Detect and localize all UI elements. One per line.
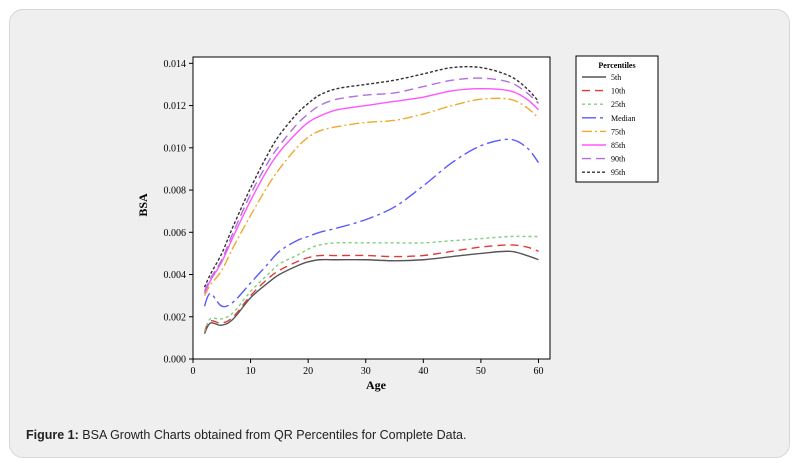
x-tick-label: 0: [191, 366, 196, 377]
legend-label: 5th: [611, 73, 621, 82]
x-axis: 0 10 20 30 40 50 60: [191, 359, 543, 377]
caption-text: BSA Growth Charts obtained from QR Perce…: [78, 428, 467, 442]
x-tick-label: 20: [303, 366, 313, 377]
legend: Percentiles 5th 10th 25th Median 75th 85th 90t…: [575, 55, 659, 183]
legend-label: 75th: [611, 127, 625, 136]
series-line-median: [203, 138, 540, 308]
legend-title: Percentiles: [598, 61, 635, 70]
y-axis: 0.000 0.002 0.004 0.006 0.008 0.010 0.012 0.014: [164, 59, 193, 366]
y-tick-label: 0.000: [164, 355, 187, 366]
series-line-25th: [203, 235, 539, 332]
figure-caption: Figure 1: BSA Growth Charts obtained fro…: [26, 428, 766, 442]
x-axis-label: Age: [366, 378, 387, 392]
legend-label: 95th: [611, 168, 625, 177]
legend-label: 25th: [611, 100, 625, 109]
y-tick-label: 0.002: [164, 312, 187, 323]
x-tick-label: 10: [246, 366, 256, 377]
x-tick-label: 50: [476, 366, 486, 377]
series-line-85th: [203, 87, 539, 294]
y-tick-label: 0.012: [164, 101, 187, 112]
series-layer: [203, 65, 540, 334]
series-line-95th: [203, 65, 540, 288]
caption-label: Figure 1:: [26, 428, 79, 442]
series-line-75th: [203, 97, 539, 296]
series-line-90th: [203, 77, 539, 292]
y-tick-label: 0.010: [164, 143, 187, 154]
series-line-10th: [203, 244, 539, 332]
legend-items: 5th 10th 25th Median 75th 85th 90th 95th: [582, 73, 635, 177]
y-axis-label: BSA: [136, 193, 150, 217]
legend-label: 85th: [611, 141, 625, 150]
y-tick-label: 0.006: [164, 228, 187, 239]
legend-label: Median: [611, 114, 635, 123]
y-tick-label: 0.004: [164, 270, 187, 281]
series-line-5th: [203, 250, 539, 334]
y-tick-label: 0.014: [164, 59, 187, 70]
x-tick-label: 30: [361, 366, 371, 377]
x-tick-label: 60: [533, 366, 543, 377]
x-tick-label: 40: [418, 366, 428, 377]
plot-background: [192, 56, 551, 360]
plot-area: [192, 56, 551, 360]
legend-label: 90th: [611, 155, 625, 164]
y-tick-label: 0.008: [164, 186, 187, 197]
legend-label: 10th: [611, 87, 625, 96]
